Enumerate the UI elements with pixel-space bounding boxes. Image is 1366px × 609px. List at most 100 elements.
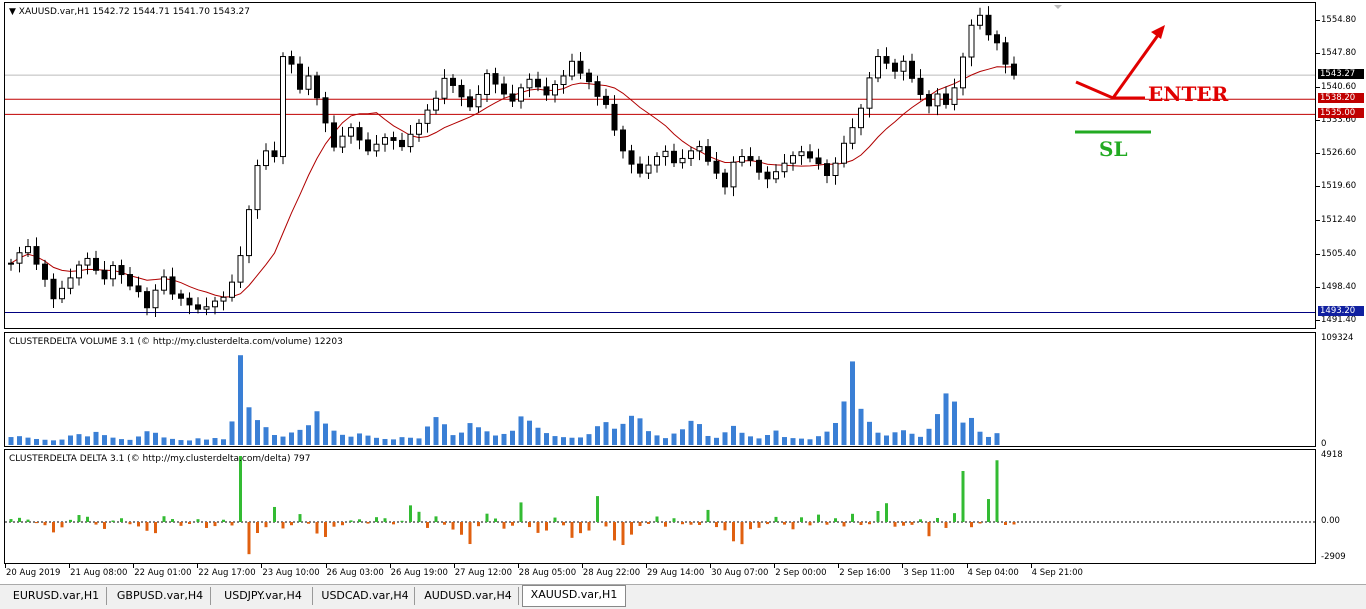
candle xyxy=(33,237,40,271)
candle xyxy=(645,155,652,180)
candle xyxy=(756,156,762,180)
candle xyxy=(764,166,771,189)
candle-body xyxy=(484,73,490,95)
candle-body xyxy=(1011,63,1017,76)
volume-bar xyxy=(272,435,277,445)
candle xyxy=(688,146,694,167)
volume-bar xyxy=(357,433,362,445)
candle-body xyxy=(67,277,74,289)
delta-bar xyxy=(528,522,531,528)
candle xyxy=(994,30,1000,51)
candle-body xyxy=(951,87,958,105)
candle-body xyxy=(611,103,618,131)
chart-tab-xauusd[interactable]: XAUUSD.var,H1 xyxy=(522,585,626,607)
delta-bar xyxy=(519,502,523,522)
chart-tab-audusd[interactable]: AUDUSD.var,H4 xyxy=(418,587,519,605)
chart-dropdown-icon[interactable]: ▼ xyxy=(9,7,16,17)
volume-bar xyxy=(170,438,175,445)
price-axis-label: 1505.40 xyxy=(1321,248,1357,259)
delta-bar xyxy=(349,520,353,522)
price-axis-tick xyxy=(1316,186,1320,188)
candle xyxy=(161,269,167,295)
delta-bar xyxy=(715,522,718,528)
chart-tab-eurusd[interactable]: EURUSD.var,H1 xyxy=(6,587,107,605)
delta-bar xyxy=(451,522,455,530)
volume-indicator-canvas[interactable] xyxy=(5,333,1316,447)
candle-body xyxy=(985,14,992,36)
enter-annotation: ENTER xyxy=(1148,82,1229,106)
price-axis-label: 1498.40 xyxy=(1321,281,1357,292)
delta-bar xyxy=(630,522,633,535)
volume-bar xyxy=(518,416,524,445)
volume-indicator-pane[interactable]: CLUSTERDELTA VOLUME 3.1 (© http://my.clu… xyxy=(4,332,1316,447)
candle xyxy=(501,76,507,99)
candle xyxy=(101,261,108,285)
candle xyxy=(407,125,414,153)
delta-bar xyxy=(893,522,897,527)
price-axis-tick xyxy=(1316,86,1320,88)
price-chart-canvas[interactable] xyxy=(5,3,1316,329)
candle-body xyxy=(730,161,737,188)
candle xyxy=(552,80,558,103)
delta-bar xyxy=(800,517,803,522)
candle xyxy=(594,75,601,106)
candle xyxy=(790,151,796,171)
time-axis-tick xyxy=(197,564,199,568)
price-axis[interactable]: 1554.80 1547.80 1540.60 1533.60 1526.60 1519.… xyxy=(1316,2,1366,329)
candle xyxy=(713,152,720,180)
candle-body xyxy=(339,135,346,148)
volume-bar xyxy=(867,421,872,445)
chart-tab-gbpusd[interactable]: GBPUSD.var,H4 xyxy=(110,587,211,605)
volume-bar xyxy=(340,434,345,445)
price-tag: 1493.20 xyxy=(1318,306,1364,317)
volume-bar xyxy=(909,433,915,445)
chart-tab-usdjpy[interactable]: USDJPY.var,H4 xyxy=(214,587,313,605)
price-chart-pane[interactable]: ▼ XAUUSD.var,H1 1542.72 1544.71 1541.70 … xyxy=(4,2,1316,329)
candle-body xyxy=(705,146,711,162)
volume-bar xyxy=(59,439,65,445)
candle-body xyxy=(858,107,864,129)
candle xyxy=(152,284,159,317)
candle xyxy=(951,78,958,111)
candle xyxy=(433,90,439,115)
candle xyxy=(662,145,669,166)
candle xyxy=(67,268,74,295)
candle-body xyxy=(900,60,907,72)
candle xyxy=(535,71,541,92)
delta-indicator-canvas[interactable] xyxy=(5,450,1316,564)
volume-bar xyxy=(952,401,957,445)
candle-body xyxy=(620,129,626,152)
price-axis-tick xyxy=(1316,52,1320,54)
delta-bar xyxy=(43,522,47,526)
delta-bar xyxy=(179,522,183,526)
volume-bar xyxy=(629,415,634,445)
candle-body xyxy=(288,56,295,65)
delta-bar xyxy=(536,522,540,533)
volume-bar xyxy=(246,407,252,445)
delta-bar xyxy=(927,522,931,537)
candle-body xyxy=(127,274,133,287)
candle xyxy=(518,83,524,109)
candle-body xyxy=(594,81,601,97)
candle-body xyxy=(773,171,779,180)
price-axis-tick xyxy=(1316,253,1320,255)
volume-bar xyxy=(663,438,668,445)
enter-arrow-shaft xyxy=(1111,30,1163,99)
volume-bar xyxy=(306,425,311,445)
delta-indicator-pane[interactable]: CLUSTERDELTA DELTA 3.1 (© http://my.clus… xyxy=(4,449,1316,564)
delta-bar xyxy=(868,522,871,525)
delta-bar xyxy=(26,519,30,522)
delta-bar xyxy=(137,522,140,527)
volume-bar xyxy=(569,437,575,445)
candle xyxy=(739,148,745,167)
chart-tab-usdcad[interactable]: USDCAD.var,H4 xyxy=(316,587,415,605)
delta-bar xyxy=(222,519,225,522)
price-axis-label: 1547.80 xyxy=(1321,47,1357,58)
candle xyxy=(620,125,626,159)
candle xyxy=(968,19,975,67)
candle xyxy=(722,168,728,195)
candle xyxy=(339,126,346,153)
delta-bar xyxy=(400,520,404,522)
volume-bar xyxy=(833,422,838,445)
delta-bar xyxy=(587,522,591,531)
